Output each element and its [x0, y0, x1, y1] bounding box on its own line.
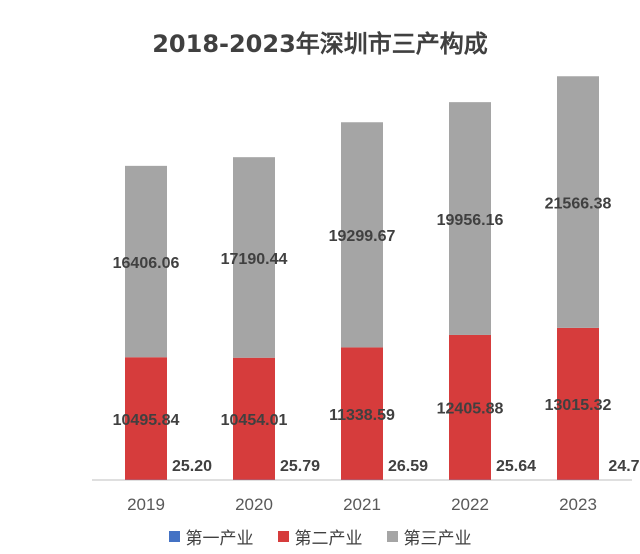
legend-label-secondary: 第二产业: [294, 528, 363, 549]
data-label-primary-2023: 24.7: [608, 458, 639, 475]
data-label-tertiary-2021: 19299.67: [329, 228, 396, 245]
legend-item-secondary: 第二产业: [277, 524, 363, 549]
data-label-tertiary-2020: 17190.44: [221, 251, 288, 268]
x-tick-label-2021: 2021: [343, 495, 381, 514]
x-tick-label-2020: 2020: [235, 495, 273, 514]
data-label-primary-2019: 25.20: [172, 458, 212, 475]
bar-secondary-2021: [341, 347, 383, 480]
legend-item-tertiary: 第三产业: [386, 524, 472, 549]
legend-swatch-primary: [168, 530, 180, 542]
legend: 第一产业 第二产业 第三产业: [0, 524, 640, 549]
data-label-secondary-2023: 13015.32: [545, 397, 612, 414]
bar-secondary-2022: [449, 334, 491, 480]
bar-tertiary-2020: [233, 157, 275, 358]
bar-secondary-2023: [557, 327, 599, 480]
bar-tertiary-2023: [557, 76, 599, 328]
data-label-secondary-2020: 10454.01: [221, 412, 288, 429]
data-label-primary-2021: 26.59: [388, 458, 428, 475]
data-label-secondary-2019: 10495.84: [113, 412, 180, 429]
bar-secondary-2020: [233, 357, 275, 480]
bar-tertiary-2022: [449, 102, 491, 335]
data-label-secondary-2022: 12405.88: [437, 401, 504, 418]
x-tick-label-2022: 2022: [451, 495, 489, 514]
data-label-tertiary-2023: 21566.38: [545, 195, 612, 212]
legend-label-tertiary: 第三产业: [403, 528, 472, 549]
data-label-tertiary-2019: 16406.06: [113, 255, 180, 272]
bar-tertiary-2019: [125, 165, 167, 358]
x-tick-label-2019: 2019: [127, 495, 165, 514]
legend-swatch-tertiary: [386, 530, 398, 542]
legend-swatch-secondary: [277, 530, 289, 542]
data-label-primary-2020: 25.79: [280, 458, 320, 475]
bar-tertiary-2021: [341, 122, 383, 348]
legend-item-primary: 第一产业: [168, 524, 254, 549]
bar-secondary-2019: [125, 357, 167, 480]
data-label-secondary-2021: 11338.59: [329, 407, 395, 424]
data-label-primary-2022: 25.64: [496, 458, 536, 475]
x-tick-label-2023: 2023: [559, 495, 597, 514]
data-label-tertiary-2022: 19956.16: [437, 212, 504, 229]
chart-title: 2018-2023年深圳市三产构成: [152, 30, 488, 58]
legend-label-primary: 第一产业: [185, 528, 254, 549]
